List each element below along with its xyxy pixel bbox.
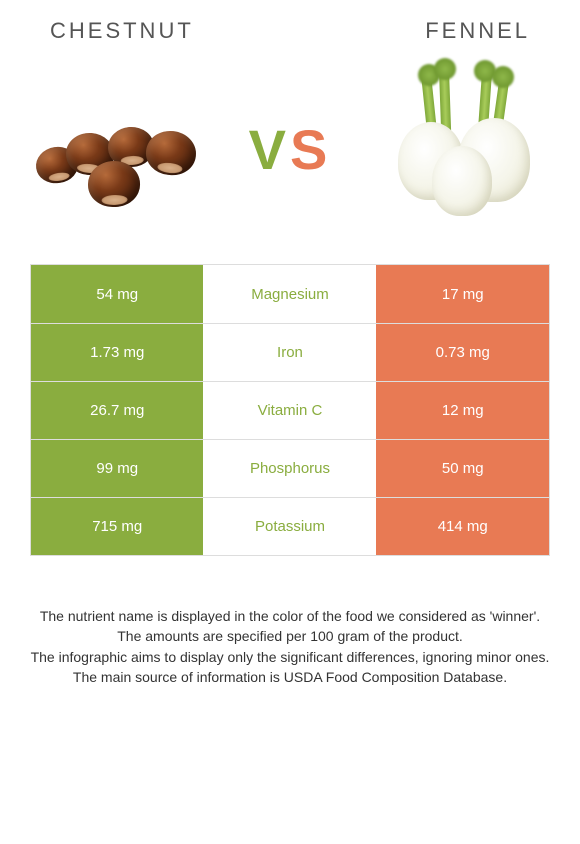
left-value: 1.73 mg bbox=[31, 324, 203, 381]
right-value: 50 mg bbox=[376, 440, 548, 497]
table-row: 26.7 mgVitamin C12 mg bbox=[31, 381, 549, 439]
right-food-title: Fennel bbox=[425, 18, 530, 44]
chestnut-image bbox=[30, 74, 200, 224]
left-value: 54 mg bbox=[31, 265, 203, 323]
table-row: 54 mgMagnesium17 mg bbox=[31, 265, 549, 323]
nutrient-label: Iron bbox=[203, 324, 376, 381]
vs-s-letter: S bbox=[290, 118, 331, 181]
left-food-title: Chestnut bbox=[50, 18, 194, 44]
footer-line: The main source of information is USDA F… bbox=[20, 667, 560, 687]
vs-label: VS bbox=[249, 117, 332, 182]
right-value: 17 mg bbox=[376, 265, 548, 323]
right-value: 414 mg bbox=[376, 498, 548, 555]
left-value: 715 mg bbox=[31, 498, 203, 555]
nutrient-label: Potassium bbox=[203, 498, 376, 555]
left-value: 99 mg bbox=[31, 440, 203, 497]
footer-line: The nutrient name is displayed in the co… bbox=[20, 606, 560, 626]
footer-notes: The nutrient name is displayed in the co… bbox=[0, 556, 580, 687]
fennel-image bbox=[380, 74, 550, 224]
nutrient-label: Vitamin C bbox=[203, 382, 376, 439]
header: Chestnut Fennel bbox=[0, 0, 580, 54]
table-row: 1.73 mgIron0.73 mg bbox=[31, 323, 549, 381]
table-row: 715 mgPotassium414 mg bbox=[31, 497, 549, 555]
vs-v-letter: V bbox=[249, 118, 290, 181]
images-row: VS bbox=[0, 54, 580, 254]
right-value: 12 mg bbox=[376, 382, 548, 439]
table-row: 99 mgPhosphorus50 mg bbox=[31, 439, 549, 497]
footer-line: The amounts are specified per 100 gram o… bbox=[20, 626, 560, 646]
comparison-table: 54 mgMagnesium17 mg1.73 mgIron0.73 mg26.… bbox=[30, 264, 550, 556]
left-value: 26.7 mg bbox=[31, 382, 203, 439]
footer-line: The infographic aims to display only the… bbox=[20, 647, 560, 667]
nutrient-label: Magnesium bbox=[203, 265, 376, 323]
nutrient-label: Phosphorus bbox=[203, 440, 376, 497]
right-value: 0.73 mg bbox=[376, 324, 548, 381]
